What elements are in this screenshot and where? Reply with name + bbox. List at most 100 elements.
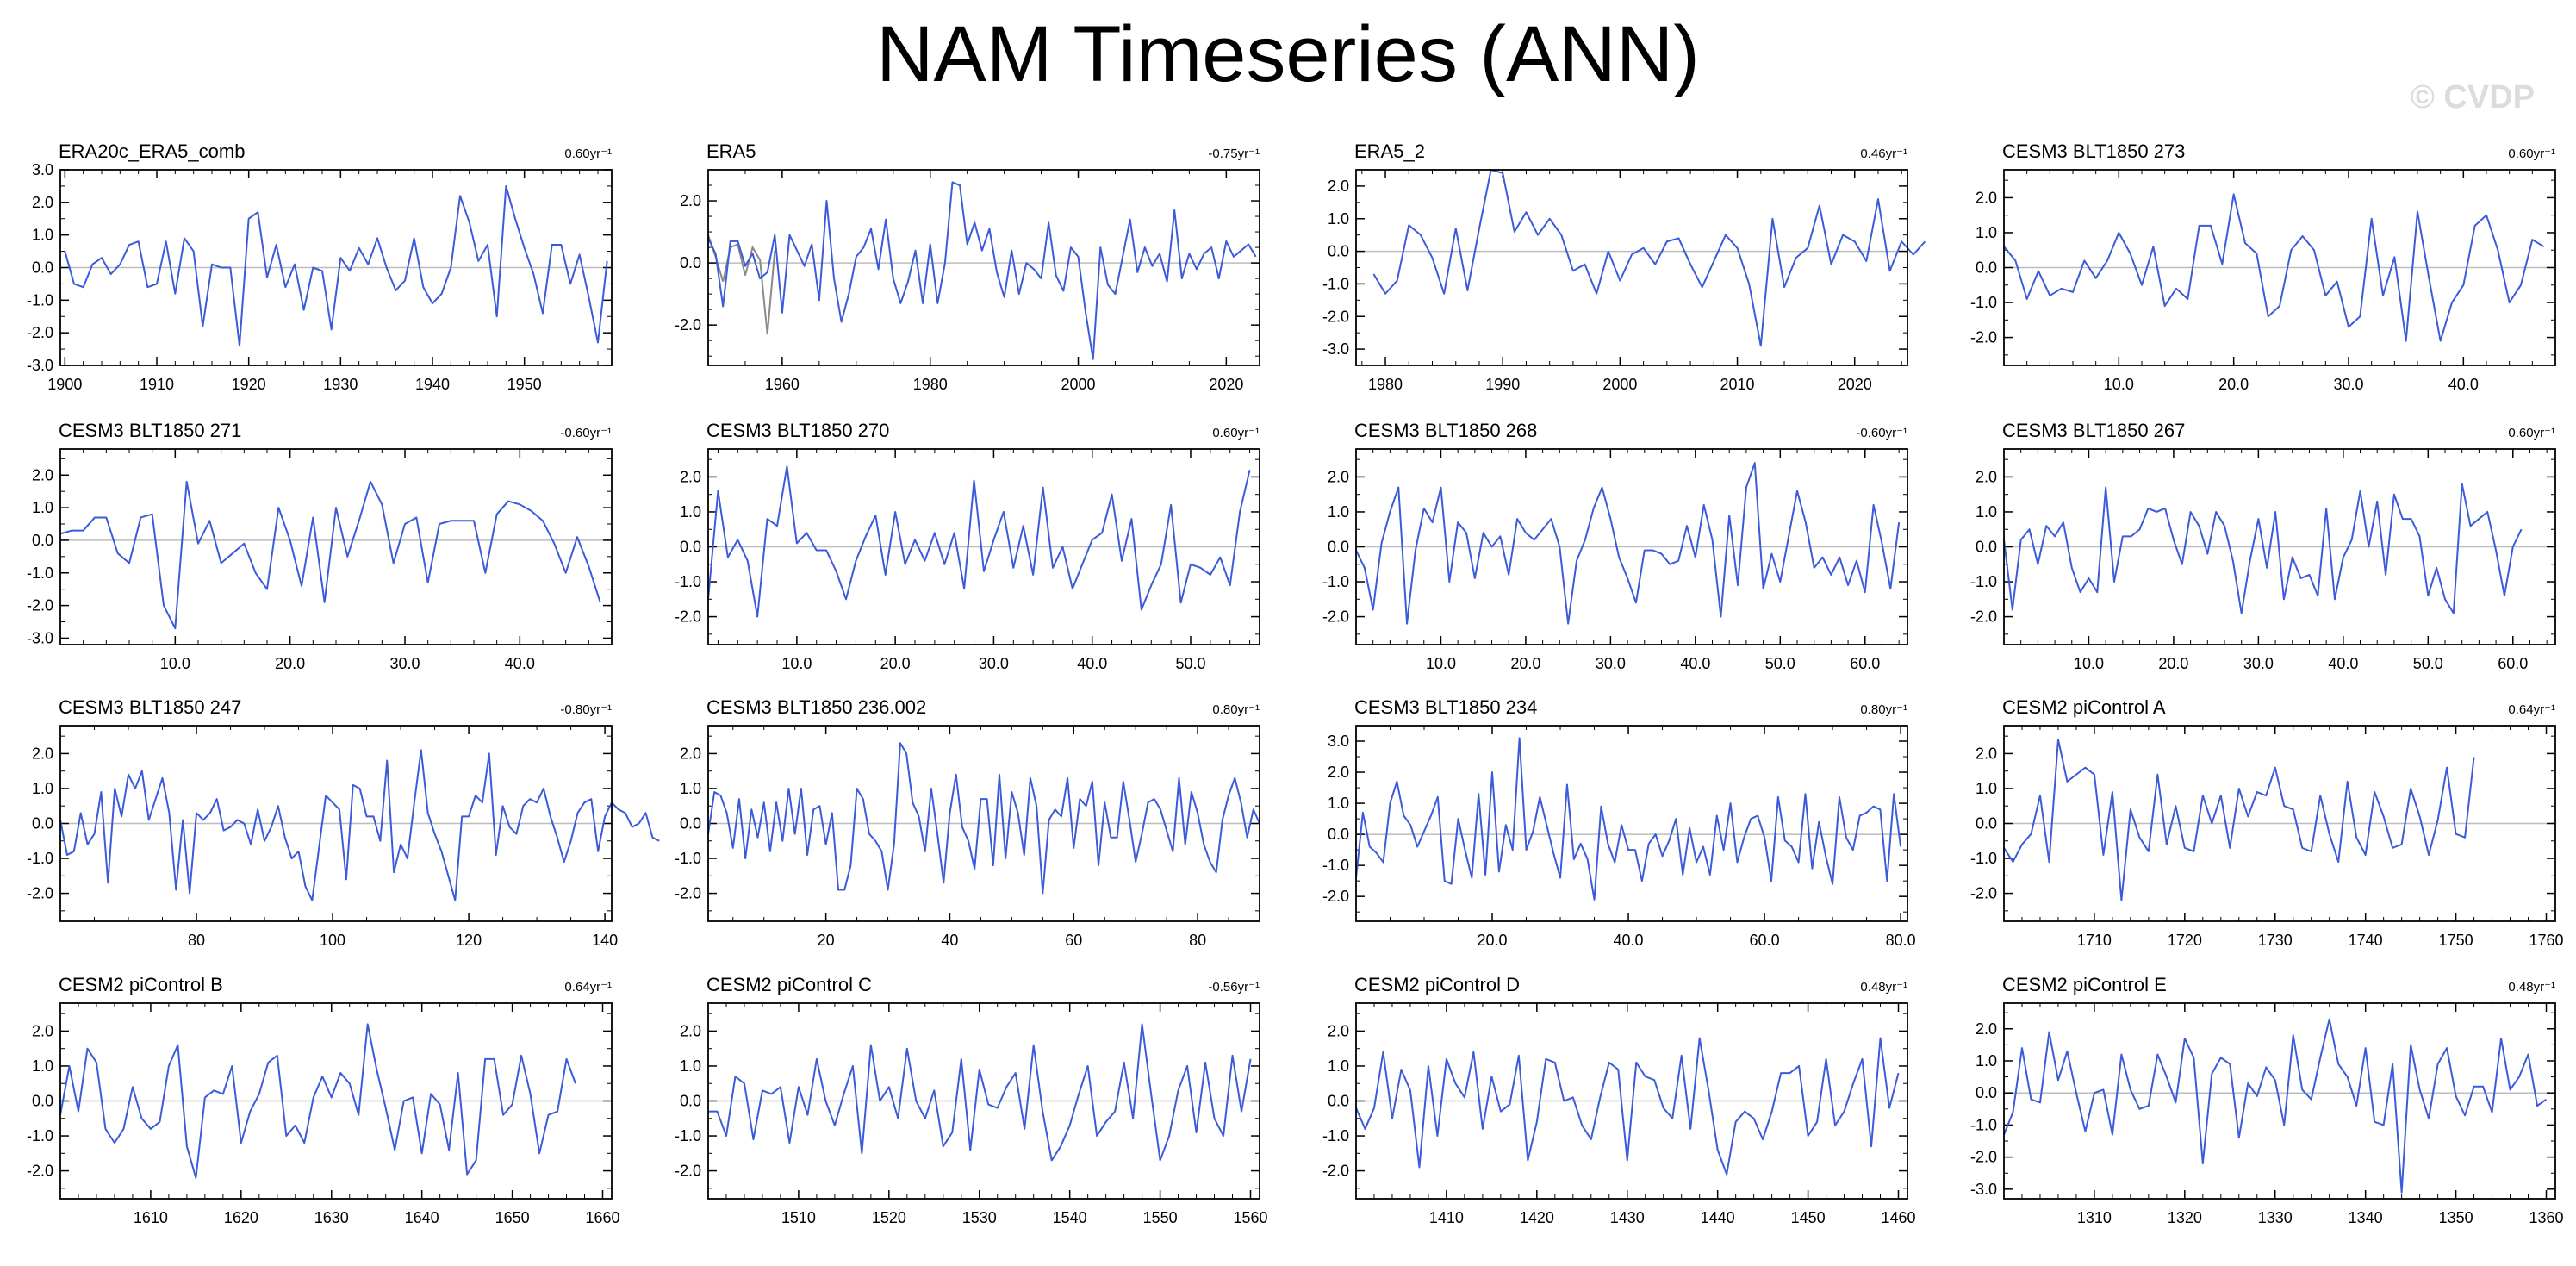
trend-label: 0.48yr⁻¹ — [1860, 980, 1907, 995]
plot-frame — [1355, 448, 1908, 645]
y-tick-label: 2.0 — [1328, 1022, 1349, 1039]
x-tick-label: 10.0 — [160, 655, 190, 672]
y-tick-label: 1.0 — [32, 780, 53, 797]
y-tick-label: 1.0 — [1328, 210, 1349, 228]
chart-panel-8: CESM3 BLT1850 267 0.60yr⁻¹ -2.0 -1.0 0.0 1.0 2… — [1970, 420, 2556, 672]
x-tick-label: 140 — [592, 932, 618, 949]
x-tick-label: 2000 — [1061, 376, 1096, 393]
x-tick-label: 60.0 — [1850, 655, 1880, 672]
y-tick-label: -1.0 — [1970, 573, 1997, 590]
x-tick-label: 1340 — [2349, 1209, 2383, 1226]
series-line — [59, 480, 601, 630]
y-tick-label: -1.0 — [27, 850, 53, 867]
x-tick-label: 20.0 — [1478, 932, 1508, 949]
chart-panel-9: CESM3 BLT1850 247 -0.80yr⁻¹ -2.0 -1.0 0.0 1.0… — [27, 696, 660, 949]
cvdp-watermark: © CVDP — [2410, 79, 2535, 115]
y-tick-label: 2.0 — [1976, 745, 1997, 762]
x-tick-label: 60.0 — [1750, 932, 1780, 949]
x-tick-label: 1730 — [2258, 932, 2293, 949]
x-tick-label: 1640 — [405, 1209, 439, 1226]
plot-frame — [1355, 1002, 1908, 1200]
series-line — [2003, 739, 2475, 901]
chart-panel-16: CESM2 piControl E 0.48yr⁻¹ -3.0 -2.0 -1.0 0.0… — [1970, 974, 2564, 1226]
chart-panel-12: CESM2 piControl A 0.64yr⁻¹ -2.0 -1.0 0.0 1.0 2… — [1970, 696, 2564, 949]
plot-frame — [2003, 725, 2556, 922]
plot-frame — [2003, 169, 2556, 366]
x-tick-label: 20.0 — [1510, 655, 1540, 672]
x-tick-label: 1900 — [47, 376, 82, 393]
x-tick-label: 1960 — [765, 376, 800, 393]
x-tick-label: 60.0 — [2498, 655, 2528, 672]
x-tick-label: 80.0 — [1886, 932, 1916, 949]
chart-title: CESM2 piControl B — [59, 974, 223, 995]
x-tick-label: 30.0 — [389, 655, 420, 672]
x-tick-label: 1410 — [1429, 1209, 1464, 1226]
y-tick-label: -1.0 — [1322, 573, 1349, 590]
x-tick-label: 1660 — [585, 1209, 619, 1226]
chart-panel-5: CESM3 BLT1850 271 -0.60yr⁻¹ -3.0 -2.0 -1.0 0.… — [27, 420, 613, 672]
y-tick-label: -2.0 — [1970, 608, 1997, 626]
trend-label: 0.46yr⁻¹ — [1860, 147, 1907, 161]
y-tick-label: 0.0 — [680, 539, 701, 556]
x-tick-label: 50.0 — [1175, 655, 1205, 672]
y-tick-label: -2.0 — [27, 324, 53, 341]
x-tick-label: 2000 — [1602, 376, 1637, 393]
chart-panel-1: ERA20c_ERA5_comb 0.60yr⁻¹ -3.0 -2.0 -1.0 0.0 1… — [27, 140, 613, 393]
y-tick-label: -2.0 — [675, 1163, 701, 1180]
trend-label: 0.48yr⁻¹ — [2508, 980, 2555, 995]
y-tick-label: 1.0 — [1976, 1052, 1997, 1070]
y-tick-label: -1.0 — [1970, 294, 1997, 311]
plot-frame — [2003, 1002, 2556, 1200]
plot-frame — [59, 725, 613, 922]
plot-frame — [1355, 169, 1908, 366]
chart-title: CESM3 BLT1850 247 — [59, 696, 241, 718]
x-tick-label: 1950 — [507, 376, 542, 393]
chart-panel-6: CESM3 BLT1850 270 0.60yr⁻¹ -2.0 -1.0 0.0 1.0 2… — [675, 420, 1260, 672]
chart-title: CESM3 BLT1850 234 — [1354, 696, 1537, 718]
x-tick-label: 10.0 — [2074, 655, 2104, 672]
y-tick-label: -1.0 — [1970, 1116, 1997, 1133]
chart-title: CESM3 BLT1850 270 — [706, 420, 889, 441]
x-tick-label: 40.0 — [1077, 655, 1107, 672]
plot-frame — [707, 725, 1260, 922]
series-line — [2003, 483, 2523, 614]
chart-panel-2: ERA5 -0.75yr⁻¹ -2.0 0.0 2.0 1960 1980 2000 2020 — [675, 140, 1260, 393]
y-tick-label: 0.0 — [680, 254, 701, 271]
y-tick-label: 2.0 — [32, 194, 53, 211]
y-tick-label: 2.0 — [1976, 1020, 1997, 1038]
y-tick-label: -1.0 — [675, 850, 701, 867]
x-tick-label: 1940 — [415, 376, 450, 393]
x-tick-label: 1420 — [1520, 1209, 1554, 1226]
trend-label: 0.60yr⁻¹ — [2508, 147, 2555, 161]
y-tick-label: 0.0 — [1976, 1084, 1997, 1101]
x-tick-label: 2010 — [1720, 376, 1755, 393]
y-tick-label: 0.0 — [1328, 539, 1349, 556]
y-tick-label: -1.0 — [27, 291, 53, 309]
series-line — [708, 1023, 1252, 1162]
y-tick-label: 0.0 — [1976, 815, 1997, 833]
series-line — [2003, 1018, 2548, 1194]
x-tick-label: 1520 — [872, 1209, 906, 1226]
x-tick-label: 1720 — [2168, 932, 2202, 949]
y-tick-label: -3.0 — [27, 629, 53, 646]
x-tick-label: 1450 — [1791, 1209, 1826, 1226]
trend-label: 0.64yr⁻¹ — [2508, 702, 2555, 717]
y-tick-label: -2.0 — [675, 608, 701, 626]
y-tick-label: 1.0 — [32, 1057, 53, 1075]
y-tick-label: 0.0 — [32, 532, 53, 549]
x-tick-label: 1710 — [2077, 932, 2112, 949]
series-line — [1372, 169, 1926, 347]
y-tick-label: -1.0 — [675, 573, 701, 590]
chart-title: CESM2 piControl A — [2002, 696, 2166, 718]
chart-title: ERA20c_ERA5_comb — [59, 140, 245, 162]
y-tick-label: -1.0 — [1322, 857, 1349, 874]
y-tick-label: -1.0 — [675, 1127, 701, 1144]
trend-label: 0.64yr⁻¹ — [564, 980, 612, 995]
x-tick-label: 40.0 — [505, 655, 535, 672]
plot-frame — [1355, 725, 1908, 922]
trend-label: -0.75yr⁻¹ — [1208, 147, 1260, 161]
chart-title: CESM2 piControl D — [1354, 974, 1520, 995]
chart-title: ERA5 — [706, 140, 756, 162]
y-tick-label: -2.0 — [1970, 885, 1997, 902]
y-tick-label: -2.0 — [1970, 1149, 1997, 1166]
